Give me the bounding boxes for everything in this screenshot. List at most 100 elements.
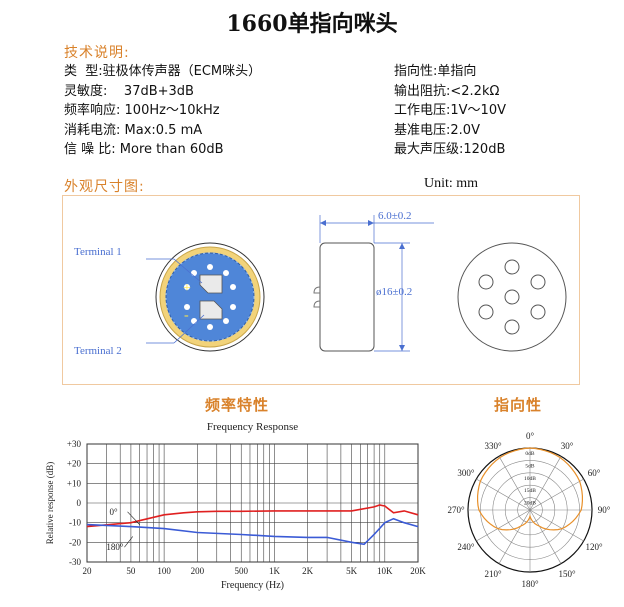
specs-left: 类 型:驻极体传声器（ECM咪头） 灵敏度: 37dB+3dB 频率响应: 100H…: [64, 62, 261, 160]
polar-ring-label: 0dB: [525, 451, 535, 457]
x-tick-label: 20K: [410, 566, 426, 576]
y-axis-label: Relative response (dB): [45, 462, 55, 544]
diameter-dimension: ø16±0.2: [376, 286, 412, 298]
dimension-drawing-frame: [62, 195, 580, 385]
specs-right: 指向性:单指向 输出阻抗:<2.2kΩ 工作电压:1V～10V 基准电压:2.0V 最大…: [394, 62, 506, 160]
series-leader: [127, 511, 140, 525]
polar-angle-label: 180°: [521, 579, 539, 589]
polar-spoke: [529, 509, 584, 542]
chart-title: Frequency Response: [207, 421, 298, 433]
spec-row: 工作电压:1V～10V: [394, 101, 506, 121]
series-line: [86, 504, 419, 528]
polar-angle-label: 90°: [598, 505, 611, 515]
page-title: 1660单指向咪头: [226, 11, 398, 37]
polar-spoke: [529, 456, 562, 511]
spec-label: 工作电压:: [394, 103, 451, 118]
spec-label: 基准电压:: [394, 122, 451, 138]
spec-row: 输出阻抗:<2.2kΩ: [394, 82, 506, 102]
polar-spoke: [476, 509, 531, 542]
x-tick-label: 5K: [346, 566, 358, 576]
spec-label: 灵敏度:: [64, 83, 108, 99]
polar-ring-label: 10dB: [524, 476, 536, 482]
x-tick-label: 200: [191, 566, 205, 576]
polar-angle-label: 60°: [588, 468, 601, 478]
x-axis-label: Frequency (Hz): [221, 580, 284, 591]
series-label: 0°: [110, 507, 119, 517]
spec-value: 单指向: [437, 64, 477, 79]
x-tick-label: 2K: [302, 566, 314, 576]
plus-mark: +: [183, 281, 191, 296]
unit-label: Unit: mm: [424, 176, 479, 191]
polar-spoke: [476, 478, 531, 511]
mic-side-view: 6.0±0.2 ø16±0.2: [313, 210, 434, 352]
spec-value: More than 60dB: [115, 142, 224, 157]
spec-label: 指向性:: [394, 64, 438, 79]
spec-value: 2.0V: [450, 122, 480, 138]
spec-value: 1V～10V: [450, 103, 506, 118]
polar-spoke: [498, 509, 531, 564]
y-tick-label: +20: [67, 459, 82, 469]
spec-value: <2.2kΩ: [450, 83, 500, 99]
tech-heading: 技术说明:: [64, 45, 130, 61]
spec-value: 120dB: [463, 142, 506, 157]
thickness-dimension: 6.0±0.2: [378, 210, 412, 222]
x-tick-label: 10K: [377, 566, 393, 576]
polar-angle-label: 300°: [457, 468, 475, 478]
terminal1-label: Terminal 1: [74, 246, 122, 258]
x-tick-label: 500: [234, 566, 248, 576]
spec-value: 37dB+3dB: [107, 83, 194, 99]
spec-label: 信 噪 比:: [64, 142, 116, 157]
x-tick-label: 100: [157, 566, 171, 576]
spec-value: 100Hz～10kHz: [120, 103, 220, 118]
polar-pattern-chart: 0° 30° 60° 90° 120° 150° 180° 210° 240° 270° 300° 3…: [447, 431, 611, 589]
polar-spoke: [498, 456, 531, 511]
spec-row: 灵敏度: 37dB+3dB: [64, 82, 261, 102]
polar-caption: 指向性: [494, 396, 543, 414]
spec-row: 频率响应: 100Hz～10kHz: [64, 101, 261, 121]
mic-back-view: [457, 242, 567, 352]
minus-mark: -: [184, 308, 189, 323]
spec-value: :驻极体传声器（ECM咪头）: [98, 64, 262, 79]
spec-label: 类 型: [64, 64, 99, 79]
frequency-caption: 频率特性: [205, 396, 270, 414]
y-tick-label: +30: [67, 439, 82, 449]
y-tick-label: -20: [69, 537, 81, 547]
y-tick-label: 0: [77, 498, 82, 508]
spec-row: 信 噪 比: More than 60dB: [64, 140, 261, 160]
polar-ring-label: 20dB: [524, 501, 536, 507]
polar-angle-label: 0°: [526, 431, 535, 441]
series-leader: [124, 536, 134, 548]
polar-angle-label: 120°: [586, 542, 604, 552]
x-tick-label: 1K: [269, 566, 281, 576]
x-tick-label: 50: [126, 566, 135, 576]
polar-angle-label: 270°: [447, 505, 465, 515]
y-tick-label: -30: [69, 557, 81, 567]
polar-angle-label: 210°: [484, 569, 502, 579]
polar-series-line: [476, 447, 583, 531]
polar-angle-label: 240°: [457, 542, 475, 552]
polar-spoke: [529, 478, 584, 511]
y-tick-label: -10: [69, 518, 81, 528]
series-line: [86, 517, 419, 546]
spec-row: 指向性:单指向: [394, 62, 506, 82]
polar-ring-label: 15dB: [524, 488, 536, 494]
spec-row: 基准电压:2.0V: [394, 121, 506, 141]
spec-row: 最大声压级:120dB: [394, 140, 506, 160]
spec-label: 最大声压级:: [394, 142, 464, 157]
series-label: 180°: [106, 542, 124, 552]
polar-angle-label: 150°: [558, 569, 576, 579]
spec-label: 消耗电流:: [64, 122, 121, 138]
polar-angle-label: 30°: [561, 441, 574, 451]
spec-value: Max:0.5 mA: [120, 122, 203, 138]
spec-label: 输出阻抗:: [394, 83, 451, 99]
terminal2-label: Terminal 2: [74, 345, 122, 357]
mic-front-view: + - Terminal 1 Terminal 2: [74, 242, 265, 357]
polar-angle-label: 330°: [484, 441, 502, 451]
y-tick-label: +10: [67, 478, 82, 488]
dimension-heading: 外观尺寸图:: [64, 179, 145, 195]
spec-label: 频率响应:: [64, 103, 121, 118]
spec-row: 类 型:驻极体传声器（ECM咪头）: [64, 62, 261, 82]
polar-spoke: [529, 509, 562, 564]
dimension-drawing: + - Terminal 1 Terminal 2 6.0±0.2 ø16±0.…: [74, 210, 567, 357]
